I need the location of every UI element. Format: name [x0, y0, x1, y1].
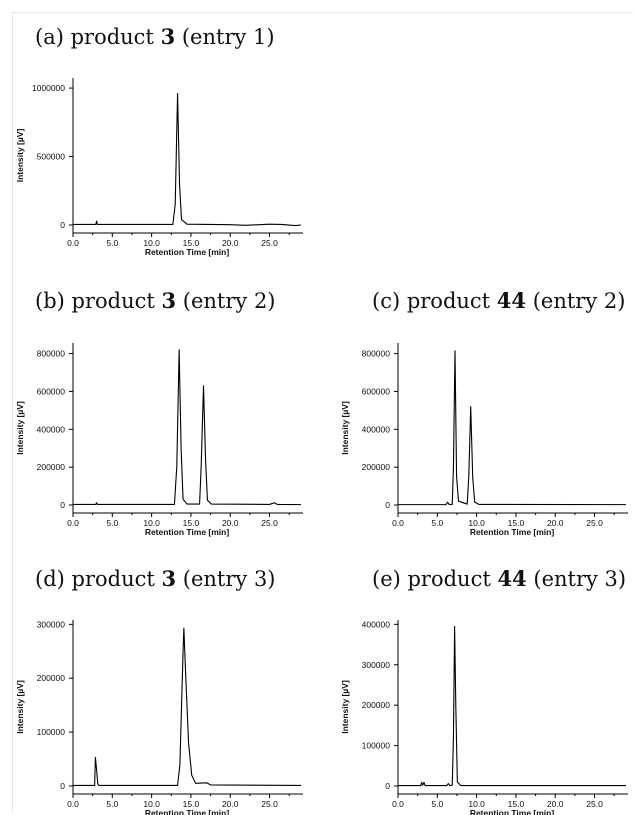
- x-tick-label-b: 20.0: [222, 518, 239, 528]
- x-tick-label-c: 25.0: [586, 518, 603, 528]
- y-tick-label-e: 300000: [362, 660, 391, 670]
- chromatogram-e: 0 100000 200000 300000 400000 0.0 5.0 10.0 15.0 2…: [340, 619, 628, 815]
- y-axis-label-a: Intensity [µV]: [15, 129, 25, 183]
- x-tick-label-b: 0.0: [67, 518, 79, 528]
- chromatogram-b: 0 200000 400000 600000 800000 0.0 5.0 10.0 15.0 2…: [15, 343, 303, 537]
- x-tick-label-d: 25.0: [261, 799, 278, 809]
- x-tick-label-e: 0.0: [392, 799, 404, 809]
- y-tick-label-c: 0: [385, 500, 390, 510]
- x-tick-label-d: 10.0: [143, 799, 160, 809]
- x-axis-label-c: Retention Time [min]: [470, 527, 555, 537]
- x-tick-label-a: 20.0: [222, 238, 239, 248]
- chromatogram-d: 0 100000 200000 300000 0.0 5.0 10.0 15.0 20.0 25.…: [15, 619, 303, 815]
- panel-title-b: (b) product 3 (entry 2): [35, 288, 276, 313]
- y-tick-label-d: 0: [60, 781, 65, 791]
- x-axis-label-b: Retention Time [min]: [145, 527, 230, 537]
- y-axis-label-d: Intensity [µV]: [15, 680, 25, 734]
- y-tick-label-b: 0: [60, 500, 65, 510]
- y-tick-label-c: 200000: [362, 462, 391, 472]
- y-tick-label-a: 1000000: [32, 83, 65, 93]
- panel-title-a: (a) product 3 (entry 1): [35, 24, 275, 49]
- y-tick-label-e: 100000: [362, 741, 391, 751]
- x-tick-label-d: 0.0: [67, 799, 79, 809]
- panel-title-e: (e) product 44 (entry 3): [372, 566, 626, 591]
- panel-title-b-suffix: (entry 2): [176, 289, 276, 313]
- y-tick-label-c: 400000: [362, 424, 391, 434]
- panel-title-c-suffix: (entry 2): [526, 289, 626, 313]
- x-tick-label-b: 15.0: [183, 518, 200, 528]
- panel-title-c-compound: 44: [496, 288, 527, 313]
- panel-title-d: (d) product 3 (entry 3): [35, 566, 276, 591]
- x-tick-label-c: 20.0: [547, 518, 564, 528]
- y-tick-label-a: 0: [60, 220, 65, 230]
- x-axis-label-d: Retention Time [min]: [145, 808, 230, 815]
- y-tick-label-d: 100000: [37, 727, 66, 737]
- chromatogram-trace-d: [73, 627, 302, 787]
- x-tick-label-a: 0.0: [67, 238, 79, 248]
- panel-title-d-compound: 3: [161, 566, 177, 591]
- chromatogram-trace-e: [398, 625, 626, 787]
- x-tick-label-e: 20.0: [547, 799, 564, 809]
- x-axis-label-a: Retention Time [min]: [145, 247, 230, 257]
- chromatogram-trace-a: [73, 92, 302, 227]
- x-tick-label-e: 5.0: [431, 799, 443, 809]
- figure-frame: [12, 12, 633, 813]
- y-tick-label-c: 800000: [362, 349, 391, 359]
- y-tick-label-b: 600000: [37, 386, 66, 396]
- x-tick-label-e: 25.0: [586, 799, 603, 809]
- chromatogram-a: 0 500000 1000000 0.0 5.0 10.0 15.0 20.0 25.0 Rete…: [15, 78, 303, 257]
- x-tick-label-b: 5.0: [106, 518, 118, 528]
- x-tick-label-a: 25.0: [261, 238, 278, 248]
- chromatogram-trace-b: [73, 349, 302, 506]
- panel-title-b-prefix: (b) product: [35, 289, 162, 313]
- y-tick-label-d: 200000: [37, 673, 66, 683]
- x-tick-label-a: 15.0: [183, 238, 200, 248]
- x-tick-label-a: 10.0: [143, 238, 160, 248]
- y-tick-label-e: 200000: [362, 700, 391, 710]
- chromatogram-c: 0 200000 400000 600000 800000 0.0 5.0 10.0 15.0 2…: [340, 343, 628, 537]
- x-tick-label-e: 10.0: [468, 799, 485, 809]
- x-tick-label-b: 10.0: [143, 518, 160, 528]
- y-tick-label-e: 400000: [362, 619, 391, 629]
- x-tick-label-c: 5.0: [431, 518, 443, 528]
- y-tick-label-b: 800000: [37, 349, 66, 359]
- x-tick-label-d: 5.0: [106, 799, 118, 809]
- x-tick-label-c: 10.0: [468, 518, 485, 528]
- panel-title-e-suffix: (entry 3): [526, 567, 627, 591]
- panel-title-a-suffix: (entry 1): [175, 25, 275, 49]
- panel-title-c: (c) product 44 (entry 2): [372, 288, 625, 313]
- panel-title-b-compound: 3: [161, 288, 177, 313]
- panel-title-d-suffix: (entry 3): [176, 567, 276, 591]
- panel-title-a-prefix: (a) product: [35, 25, 161, 49]
- y-axis-label-c: Intensity [µV]: [340, 401, 350, 455]
- y-tick-label-a: 500000: [37, 152, 66, 162]
- x-tick-label-e: 15.0: [508, 799, 525, 809]
- panel-title-c-prefix: (c) product: [372, 289, 497, 313]
- y-tick-label-b: 200000: [37, 462, 66, 472]
- x-tick-label-b: 25.0: [261, 518, 278, 528]
- y-tick-label-e: 0: [385, 781, 390, 791]
- panel-title-a-compound: 3: [160, 24, 176, 49]
- x-tick-label-c: 0.0: [392, 518, 404, 528]
- panel-title-d-prefix: (d) product: [35, 567, 162, 591]
- x-tick-label-d: 20.0: [222, 799, 239, 809]
- panel-title-e-prefix: (e) product: [372, 567, 498, 591]
- x-axis-label-e: Retention Time [min]: [470, 808, 555, 815]
- y-tick-label-c: 600000: [362, 386, 391, 396]
- x-tick-label-d: 15.0: [183, 799, 200, 809]
- chromatogram-trace-c: [398, 350, 627, 506]
- x-tick-label-c: 15.0: [508, 518, 525, 528]
- panel-title-e-compound: 44: [497, 566, 527, 591]
- y-axis-label-e: Intensity [µV]: [340, 680, 350, 734]
- x-tick-label-a: 5.0: [106, 238, 118, 248]
- y-axis-label-b: Intensity [µV]: [15, 401, 25, 455]
- y-tick-label-d: 300000: [37, 619, 66, 629]
- y-tick-label-b: 400000: [37, 424, 66, 434]
